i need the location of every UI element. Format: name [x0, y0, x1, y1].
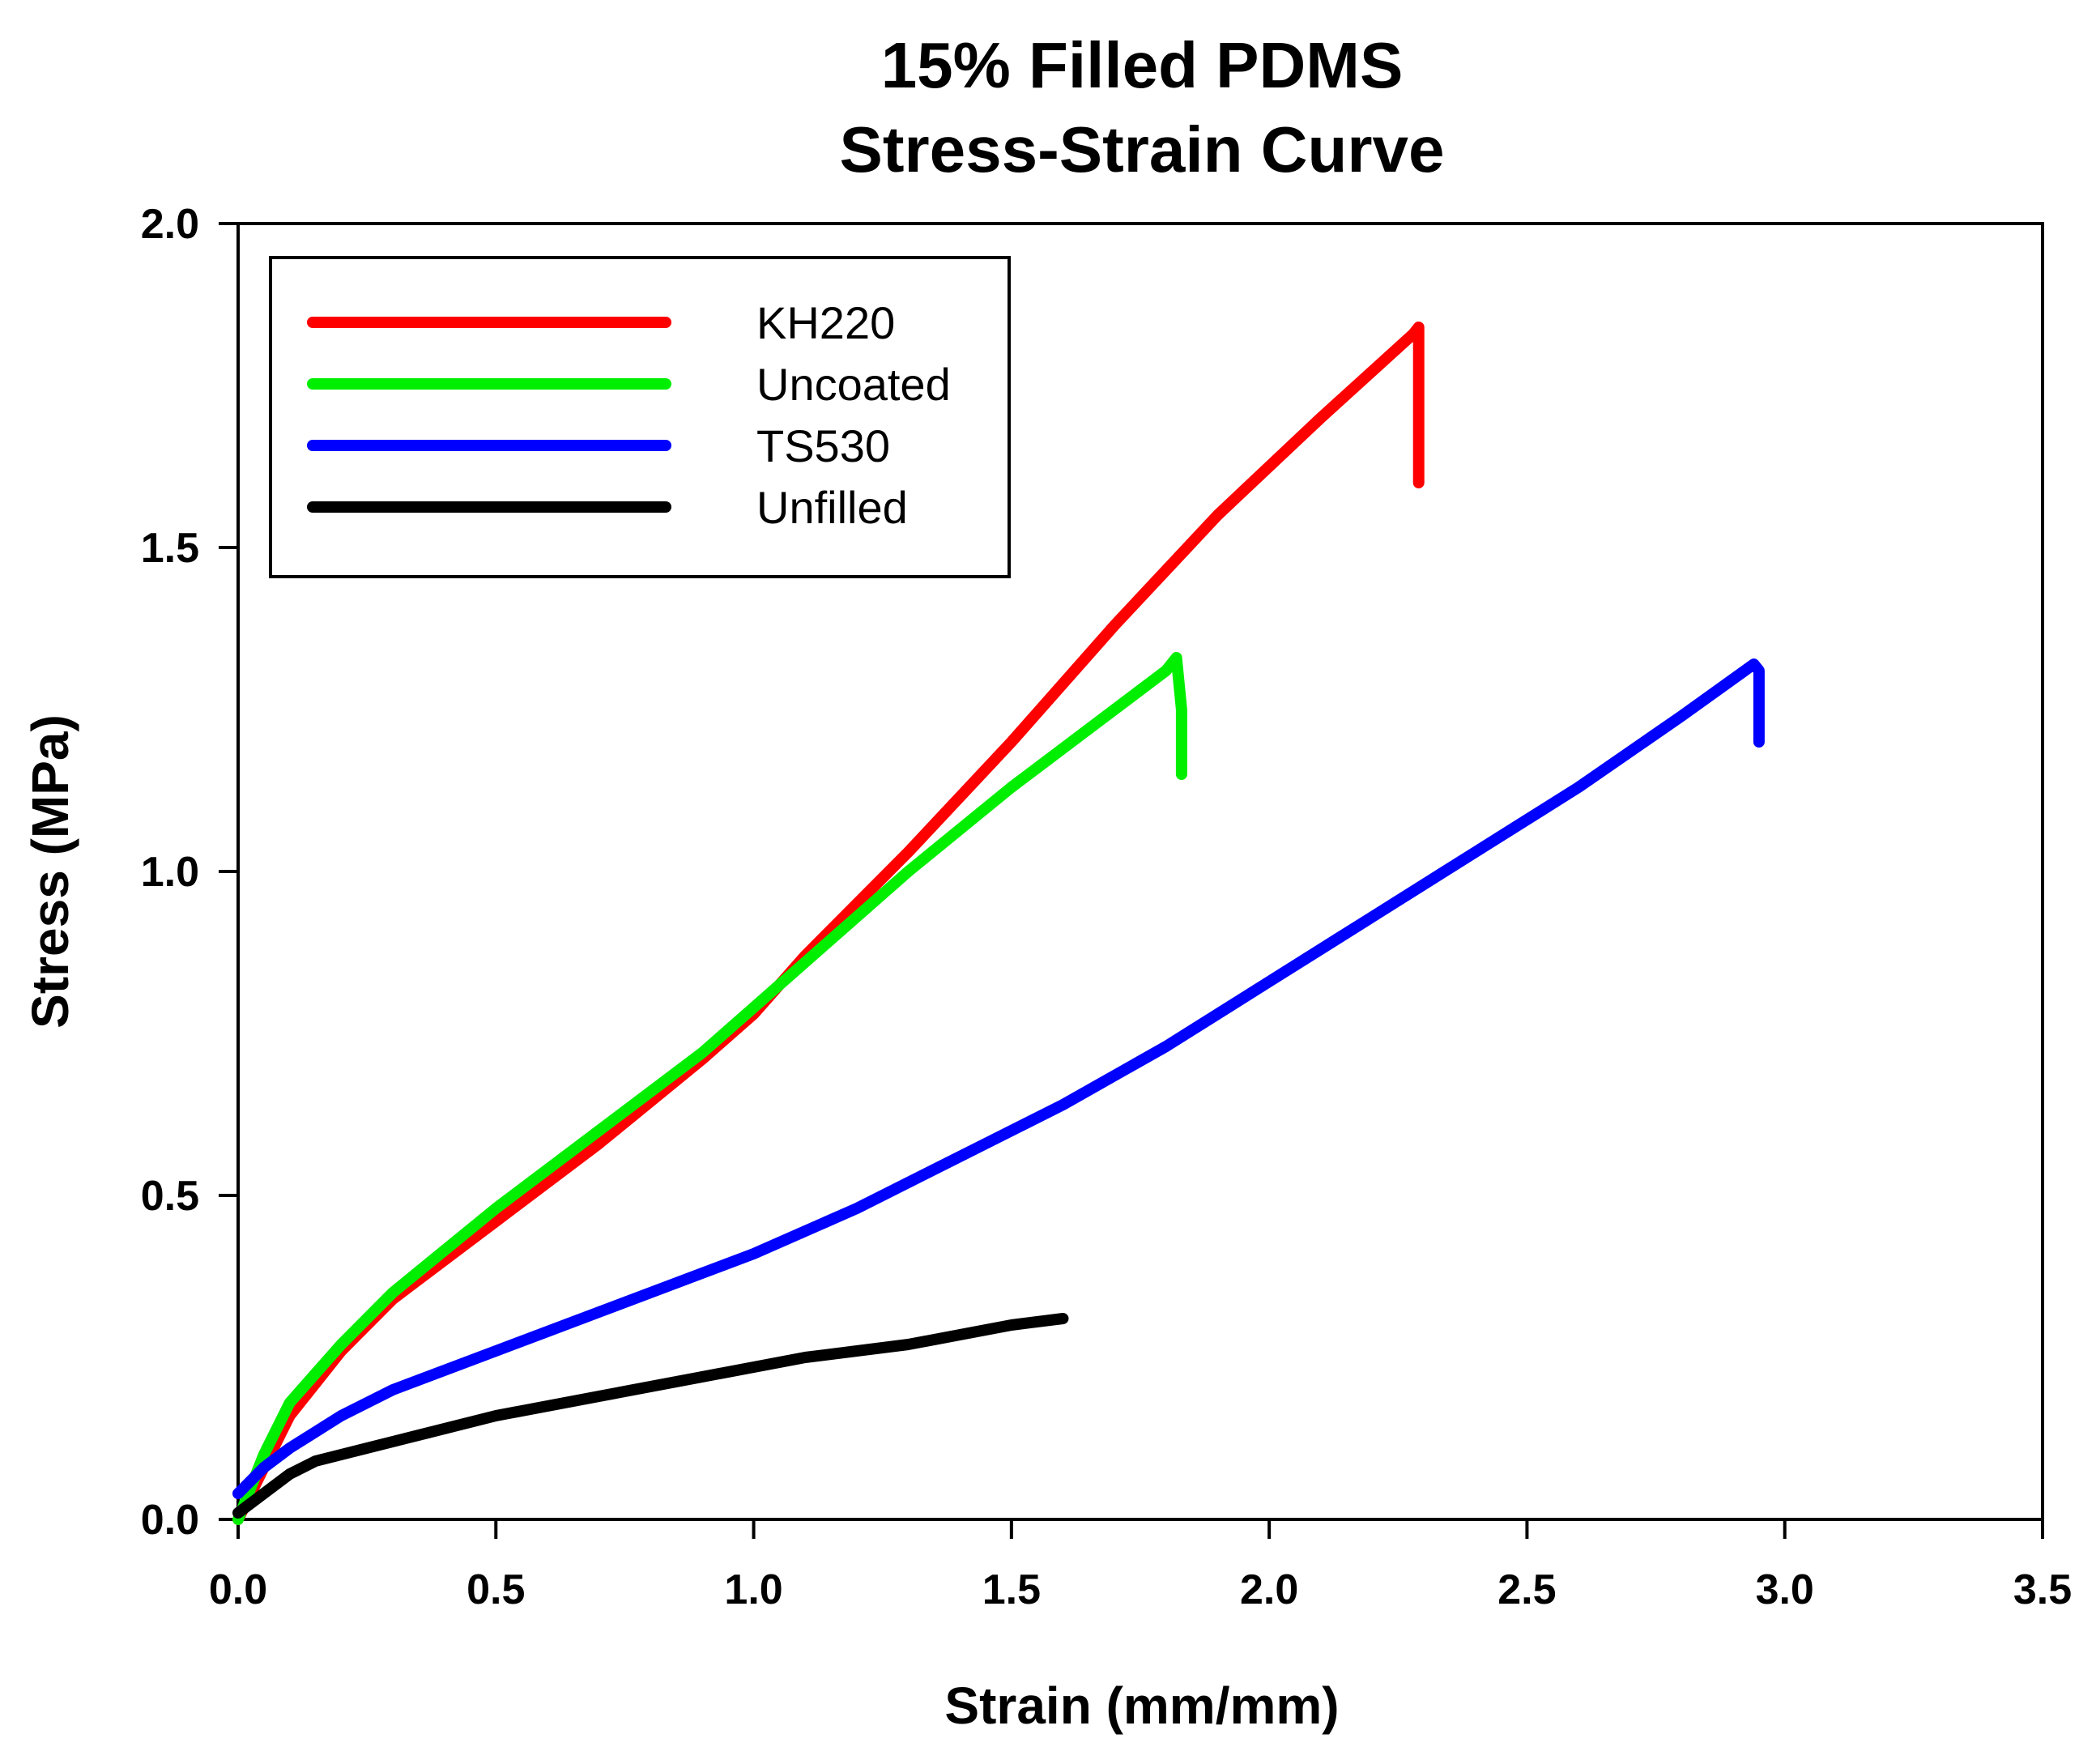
x-tick-label: 2.0 — [1240, 1566, 1298, 1613]
series-line-ts530 — [232, 658, 1765, 1499]
chart-subtitle: Stress-Strain Curve — [840, 113, 1445, 185]
legend-label-uncoated: Uncoated — [756, 359, 951, 410]
y-axis: 0.0 0.5 1.0 1.5 2.0 — [141, 201, 238, 1544]
legend-label-unfilled: Unfilled — [756, 482, 908, 533]
chart-title: 15% Filled PDMS — [881, 29, 1404, 101]
x-tick-label: 2.5 — [1497, 1566, 1556, 1613]
x-tick-label: 0.5 — [466, 1566, 525, 1613]
legend-label-ts530: TS530 — [756, 420, 890, 471]
y-tick-label: 1.0 — [141, 849, 199, 896]
legend-label-kh220: KH220 — [756, 297, 895, 348]
x-axis: 0.0 0.5 1.0 1.5 2.0 2.5 3.0 3.5 — [209, 1519, 2072, 1613]
x-tick-label: 0.0 — [209, 1566, 267, 1613]
y-tick-label: 0.0 — [141, 1497, 199, 1544]
series-line-uncoated — [232, 652, 1187, 1525]
series-line-unfilled — [232, 1313, 1069, 1519]
x-tick-label: 1.0 — [724, 1566, 782, 1613]
y-tick-label: 1.5 — [141, 525, 199, 572]
y-tick-label: 0.5 — [141, 1173, 199, 1220]
x-axis-label: Strain (mm/mm) — [944, 1677, 1339, 1735]
series-layer — [232, 322, 1765, 1525]
legend: KH220 Uncoated TS530 Unfilled — [269, 256, 1011, 578]
y-tick-label: 2.0 — [141, 201, 199, 248]
x-tick-label: 1.5 — [982, 1566, 1041, 1613]
legend-box — [269, 256, 1011, 578]
x-tick-label: 3.5 — [2013, 1566, 2072, 1613]
y-axis-label: Stress (MPa) — [21, 714, 79, 1029]
x-tick-label: 3.0 — [1756, 1566, 1814, 1613]
